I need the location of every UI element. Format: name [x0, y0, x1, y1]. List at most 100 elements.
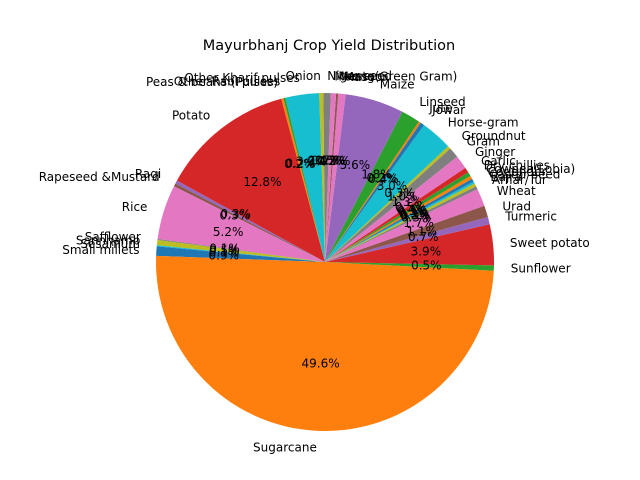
slice-other-kharif-pulses [285, 93, 325, 262]
slice-label-sesamum: Sesamum [80, 237, 140, 251]
slice-label-masoor: Masoor [344, 70, 388, 84]
percent-label-maize: 5.6% [340, 158, 371, 172]
slice-wheat [325, 189, 485, 262]
percent-label-other-rabi-pulses: 0.2% [285, 157, 316, 171]
slice-label-wheat: Wheat [497, 184, 536, 198]
slice-sannhamp [156, 240, 325, 262]
chart-title: Mayurbhanj Crop Yield Distribution [203, 38, 455, 54]
percent-label-small-millets: 0.9% [209, 248, 240, 262]
percent-label-sannhamp: 0.5% [209, 243, 240, 257]
percent-label-peas-beans-pulses: 0.2% [284, 157, 315, 171]
percent-label-ragi: 0.3% [220, 207, 251, 221]
slice-label-safflower: Safflower [85, 230, 141, 244]
slice-label-arhar-tur: Arhar/Tur [492, 173, 547, 187]
percent-label-urad: 1.1% [406, 225, 437, 239]
slice-sesamum [156, 245, 325, 262]
slice-label-horse-gram: Horse-gram [448, 115, 519, 129]
percent-label-masoor: 0.7% [320, 154, 351, 168]
slice-label-sugarcane: Sugarcane [253, 441, 317, 455]
percent-label-cowpea-lobia: 0.3% [397, 204, 428, 218]
percent-label-rapeseed-mustard: 0.3% [220, 209, 251, 223]
slice-groundnut [325, 146, 451, 262]
slice-label-niger-seed: Niger seed [327, 69, 392, 83]
slice-sugarcane [155, 255, 494, 432]
slice-label-ragi: Ragi [135, 167, 161, 181]
slice-peas-beans-pulses [281, 98, 325, 262]
slice-label-turmeric: Turmeric [504, 209, 557, 223]
slice-label-moong-green-gram: Moong(Green Gram) [334, 69, 457, 83]
pie-slices [155, 93, 494, 432]
percent-label-mesta: 0.2% [317, 154, 348, 168]
slice-label-bajra: Bajra [490, 170, 521, 184]
percent-label-sesamum: 0.1% [209, 245, 240, 259]
percent-label-rice: 5.2% [213, 225, 244, 239]
slice-niger-seed [323, 93, 331, 262]
slice-label-castor-seed: Castor seed [489, 167, 560, 181]
slice-label-peas-beans-pulses: Peas & beans (Pulses) [146, 75, 278, 89]
slice-small-millets [156, 246, 325, 262]
slice-label-onion: Onion [286, 69, 321, 83]
slice-label-other-kharif-pulses: Other Kharif pulses [184, 71, 299, 85]
slice-label-garlic: Garlic [481, 154, 516, 168]
slice-label-sunflower: Sunflower [511, 262, 571, 276]
slice-label-jute: Jute [428, 101, 452, 115]
slice-arhar-tur [325, 186, 478, 262]
percent-label-niger-seed: 0.7% [311, 154, 342, 168]
slice-horse-gram [325, 125, 449, 262]
slice-moong-green-gram [325, 93, 337, 262]
slice-label-linseed: Linseed [419, 95, 465, 109]
percent-label-linseed: 1.8% [361, 168, 392, 182]
slice-safflower [157, 238, 325, 262]
slice-label-cowpea-lobia: Cowpea(Lobia) [486, 162, 575, 176]
slice-label-sannhamp: Sannhamp [76, 234, 140, 248]
slice-label-gram: Gram [467, 135, 500, 149]
slice-linseed [325, 111, 419, 262]
percent-label-jowar: 0.4% [368, 172, 399, 186]
slice-castor-seed [325, 181, 475, 262]
percent-label-moong-green-gram: 0.5% [315, 154, 346, 168]
percent-labels: 12.8%0.3%0.3%5.2%0.1%0.5%0.1%0.9%49.6%0.… [209, 154, 442, 371]
slice-masoor [325, 93, 346, 262]
slice-label-other-rabi-pulses: Other Rabi pulses [174, 75, 281, 89]
percent-label-castor-seed: 0.2% [399, 207, 430, 221]
slice-urad [325, 205, 488, 262]
slice-label-dry-chillies: Dry chillies [484, 158, 550, 172]
percent-label-garlic: 0.5% [395, 200, 426, 214]
slice-ragi [175, 180, 325, 262]
percent-label-wheat: 1.7% [403, 216, 434, 230]
slice-label-groundnut: Groundnut [462, 129, 526, 143]
slice-onion [319, 93, 325, 263]
slice-label-coriander: Coriander [488, 165, 547, 179]
slice-sweet-potato [325, 224, 494, 266]
percent-label-other-kharif-pulses: 3.2% [296, 155, 327, 169]
slice-potato [176, 98, 325, 262]
slice-label-mesta: Mesta [338, 70, 374, 84]
slice-other-rabi-pulses [283, 97, 325, 263]
percent-label-onion: 0.4% [307, 154, 338, 168]
percent-label-gram: 1.0% [387, 189, 418, 203]
percent-label-ginger: 1.3% [392, 195, 423, 209]
percent-label-arhar-tur: 0.3% [401, 210, 432, 224]
slice-label-sweet-potato: Sweet potato [510, 236, 590, 250]
percent-label-safflower: 0.1% [209, 241, 240, 255]
percent-label-potato: 12.8% [243, 175, 281, 189]
percent-label-sweet-potato: 3.9% [411, 245, 442, 259]
slice-label-rice: Rice [122, 200, 148, 214]
slice-label-jowar: Jowar [431, 103, 465, 117]
slice-dry-chillies [325, 172, 471, 262]
slice-coriander [325, 178, 474, 262]
slice-jute [325, 121, 421, 263]
slice-rice [157, 186, 325, 262]
slice-cowpea-lobia [325, 175, 473, 262]
slice-rapeseed-mustard [173, 183, 325, 262]
slice-label-ginger: Ginger [475, 145, 515, 159]
slice-label-potato: Potato [172, 109, 210, 123]
slice-jowar [325, 122, 425, 262]
slice-label-urad: Urad [502, 199, 531, 213]
percent-label-turmeric: 0.7% [408, 230, 439, 244]
slice-bajra [325, 183, 477, 262]
slice-mesta [325, 93, 339, 262]
slice-ginger [325, 156, 466, 262]
